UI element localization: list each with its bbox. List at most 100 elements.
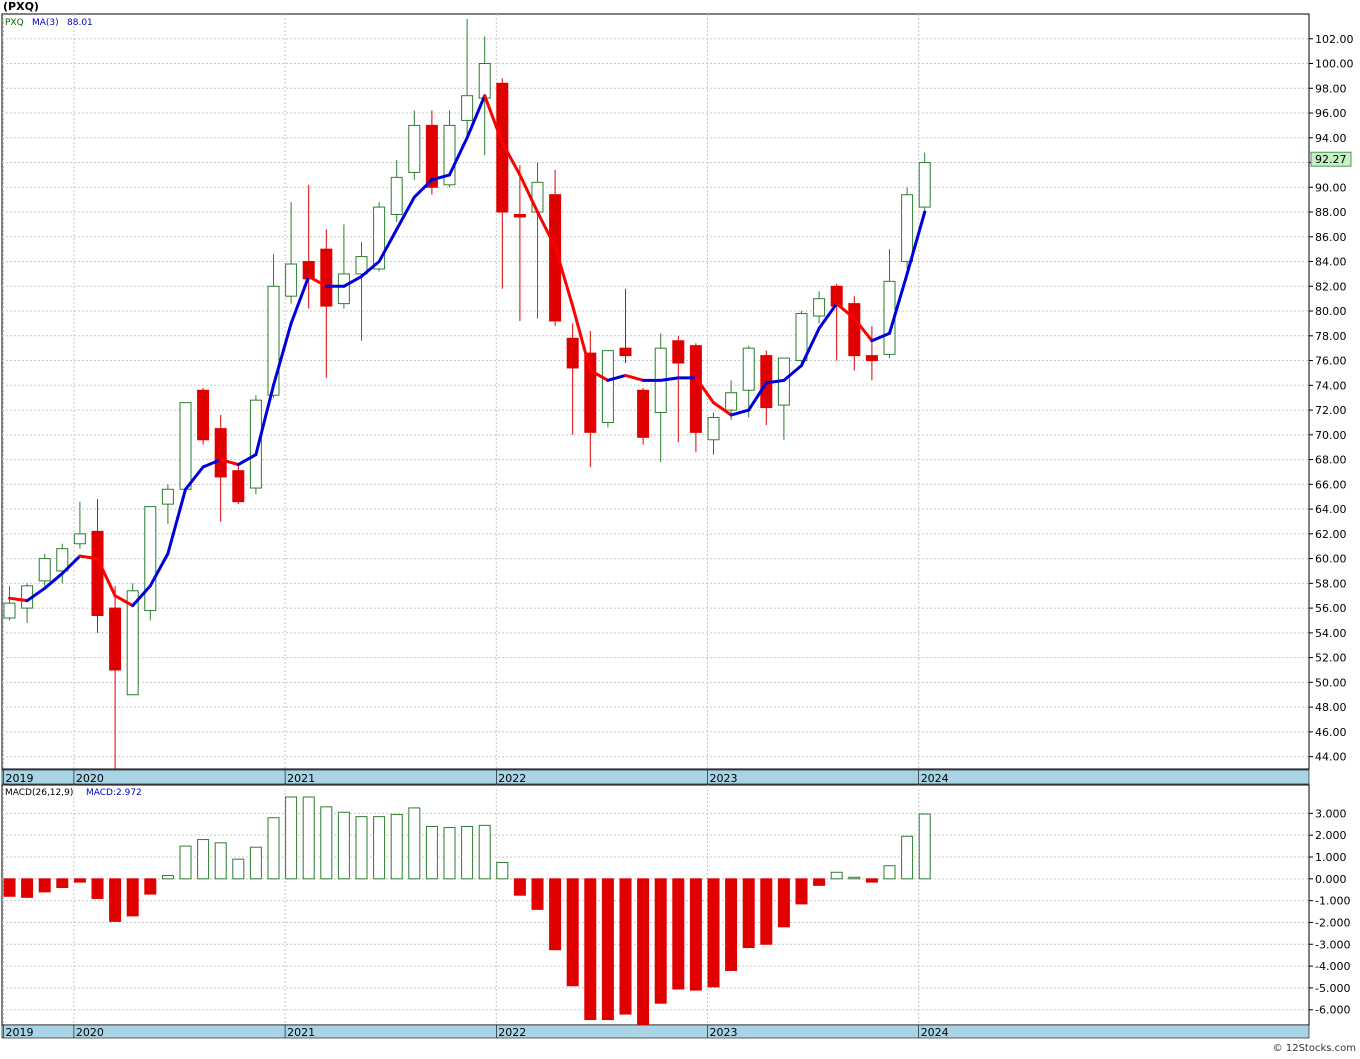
- price-tick-label: 64.00: [1315, 503, 1347, 516]
- ma3-line-segment: [817, 302, 839, 330]
- legend-ma-label: MA(3): [32, 18, 59, 28]
- candle-body: [619, 347, 632, 357]
- ma3-line-segment: [500, 141, 522, 177]
- price-tick-label: 96.00: [1315, 107, 1347, 120]
- ma3-line-segment: [148, 552, 170, 588]
- ma3-line-segment: [377, 227, 399, 264]
- macd-bar: [38, 878, 51, 893]
- price-tick-label: 56.00: [1315, 602, 1347, 615]
- ma3-line-segment: [712, 401, 733, 417]
- ma3-line-segment: [60, 554, 82, 575]
- candle-body: [566, 337, 579, 369]
- candle-body: [848, 303, 861, 357]
- ma3-line-segment: [835, 302, 856, 320]
- price-tick-label: 78.00: [1315, 330, 1347, 343]
- ma3-line-segment: [8, 596, 29, 603]
- date-axis-label: 2024: [921, 1026, 949, 1039]
- price-tick-label: 68.00: [1315, 454, 1347, 467]
- candle-body: [425, 124, 438, 188]
- price-tick-label: 62.00: [1315, 528, 1347, 541]
- candle-body: [496, 82, 509, 213]
- macd-bar: [144, 878, 157, 895]
- candle-body: [197, 389, 210, 441]
- ma3-line-segment: [624, 373, 645, 382]
- candle-body: [355, 256, 368, 275]
- macd-bar: [267, 817, 280, 880]
- macd-bar: [249, 846, 262, 880]
- macd-bar: [918, 813, 931, 880]
- candle-body: [373, 206, 386, 270]
- candle-body: [584, 352, 597, 433]
- ma3-line-segment: [412, 178, 434, 199]
- date-axis-label: 2021: [287, 1026, 315, 1039]
- macd-tick-label: -6.000: [1315, 1004, 1350, 1017]
- ma3-line-segment: [96, 557, 117, 598]
- macd-bar: [725, 878, 738, 971]
- candle-body: [144, 506, 157, 612]
- candle-body: [795, 313, 808, 362]
- macd-bar: [320, 806, 333, 880]
- price-tick-label: 94.00: [1315, 132, 1347, 145]
- candle-body: [637, 389, 650, 438]
- macd-bar: [109, 878, 122, 922]
- macd-bar: [777, 878, 790, 928]
- last-price-badge: [1310, 151, 1352, 167]
- candle-body: [918, 162, 931, 208]
- last-price-value: 92.27: [1315, 153, 1347, 166]
- price-tick-label: 102.00: [1315, 33, 1354, 46]
- candle-body: [742, 347, 755, 391]
- macd-bar: [496, 861, 509, 880]
- macd-bar: [566, 878, 579, 987]
- price-tick-label: 46.00: [1315, 726, 1347, 739]
- price-tick-label: 76.00: [1315, 355, 1347, 368]
- candle-body: [513, 214, 526, 218]
- candle-body: [865, 355, 878, 362]
- ma3-line-segment: [553, 245, 575, 308]
- candle-body: [707, 416, 720, 441]
- price-tick-label: 60.00: [1315, 553, 1347, 566]
- price-tick-label: 44.00: [1315, 751, 1347, 764]
- price-tick-label: 86.00: [1315, 231, 1347, 244]
- macd-tick-label: 1.000: [1315, 851, 1347, 864]
- macd-bar: [126, 878, 139, 917]
- price-tick-label: 98.00: [1315, 82, 1347, 95]
- candle-body: [56, 548, 69, 572]
- macd-tick-label: 3.000: [1315, 807, 1347, 820]
- ma3-line-segment: [25, 586, 47, 603]
- ma3-line-segment: [342, 274, 363, 288]
- ma3-line-segment: [729, 408, 751, 417]
- date-axis-label: 2019: [6, 1026, 34, 1039]
- candle-body: [161, 488, 174, 505]
- ma3-line-segment: [571, 304, 592, 372]
- ma3-line-segment: [800, 326, 821, 368]
- date-axis-label: 2024: [921, 772, 949, 785]
- macd-bar: [91, 878, 104, 899]
- macd-tick-label: -5.000: [1315, 982, 1350, 995]
- macd-tick-label: 2.000: [1315, 829, 1347, 842]
- ma3-line-segment: [219, 458, 240, 467]
- macd-bar: [232, 858, 245, 880]
- candle-body: [390, 176, 403, 216]
- date-axis-label: 2019: [6, 772, 34, 785]
- ma3-line-segment: [659, 376, 680, 382]
- macd-bar: [654, 878, 667, 1004]
- candle-body: [232, 470, 245, 503]
- ma3-line-segment: [289, 274, 311, 325]
- ma3-line-segment: [606, 373, 627, 382]
- macd-bar: [531, 878, 544, 910]
- macd-tick-label: -1.000: [1315, 895, 1350, 908]
- macd-bar: [601, 878, 614, 1021]
- candle-body: [3, 602, 16, 619]
- ma3-line-segment: [113, 594, 135, 608]
- macd-bar: [478, 824, 491, 880]
- macd-bar: [549, 878, 562, 951]
- date-axis-label: 2020: [76, 1026, 104, 1039]
- candle-body: [285, 263, 298, 297]
- price-tick-label: 66.00: [1315, 478, 1347, 491]
- price-tick-label: 90.00: [1315, 181, 1347, 194]
- ma3-line-segment: [307, 274, 328, 288]
- macd-bar: [355, 816, 368, 880]
- candle-body: [725, 392, 738, 411]
- candle-body: [320, 248, 333, 307]
- ma3-line-segment: [483, 94, 504, 145]
